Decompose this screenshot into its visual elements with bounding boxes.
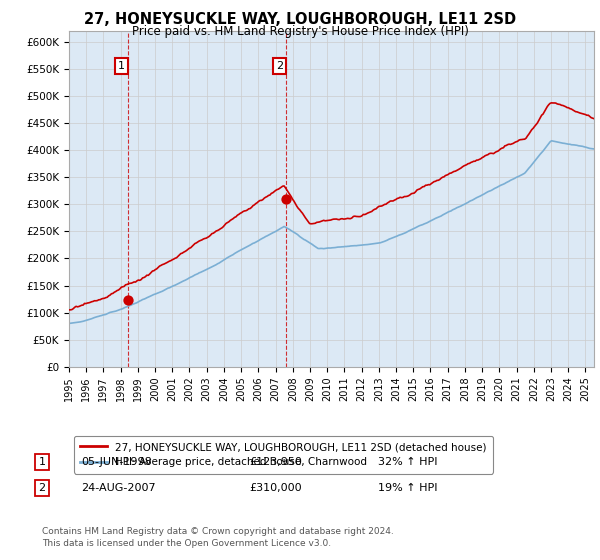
Text: 27, HONEYSUCKLE WAY, LOUGHBOROUGH, LE11 2SD: 27, HONEYSUCKLE WAY, LOUGHBOROUGH, LE11 … [84, 12, 516, 27]
Text: 24-AUG-2007: 24-AUG-2007 [81, 483, 155, 493]
Legend: 27, HONEYSUCKLE WAY, LOUGHBOROUGH, LE11 2SD (detached house), HPI: Average price: 27, HONEYSUCKLE WAY, LOUGHBOROUGH, LE11 … [74, 436, 493, 474]
Text: 2: 2 [38, 483, 46, 493]
Text: 2: 2 [276, 61, 283, 71]
Text: 19% ↑ HPI: 19% ↑ HPI [378, 483, 437, 493]
Text: 1: 1 [38, 457, 46, 467]
Text: £310,000: £310,000 [249, 483, 302, 493]
Text: £123,950: £123,950 [249, 457, 302, 467]
Point [124, 295, 133, 304]
Text: Price paid vs. HM Land Registry's House Price Index (HPI): Price paid vs. HM Land Registry's House … [131, 25, 469, 38]
Text: 05-JUN-1998: 05-JUN-1998 [81, 457, 152, 467]
Point [281, 194, 291, 203]
Text: Contains HM Land Registry data © Crown copyright and database right 2024.
This d: Contains HM Land Registry data © Crown c… [42, 527, 394, 548]
Text: 1: 1 [118, 61, 125, 71]
Text: 32% ↑ HPI: 32% ↑ HPI [378, 457, 437, 467]
